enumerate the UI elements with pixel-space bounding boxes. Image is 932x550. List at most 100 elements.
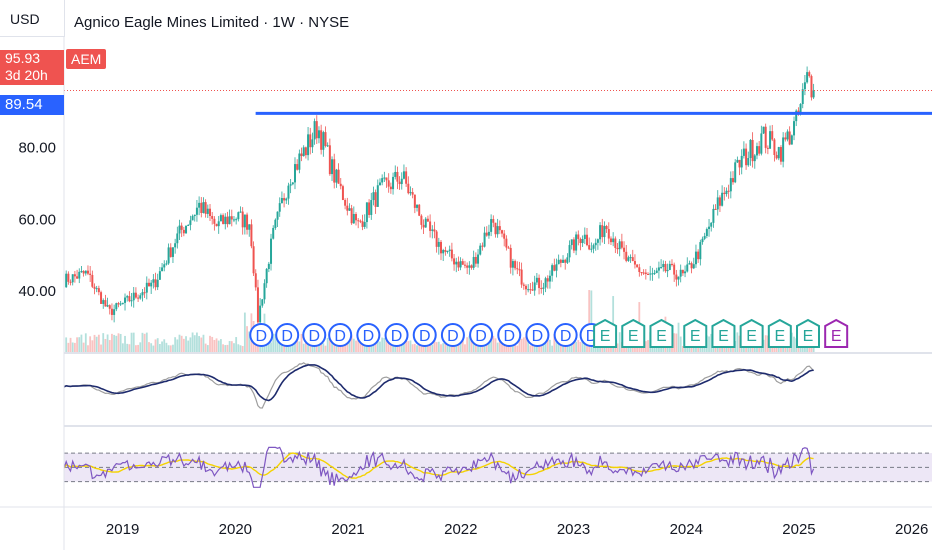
candle-body	[647, 274, 650, 276]
volume-bar	[660, 344, 662, 352]
dividend-circle	[525, 323, 550, 347]
candle-body	[65, 273, 68, 288]
dividend-marker[interactable]: D	[525, 323, 550, 347]
earnings-marker[interactable]: E	[593, 318, 618, 348]
volume-bar	[348, 338, 351, 352]
candle-body	[492, 219, 495, 223]
volume-bar	[605, 344, 608, 352]
candle-body	[73, 274, 76, 277]
volume-bar	[496, 342, 499, 352]
dividend-circle	[328, 323, 353, 347]
earnings-marker[interactable]: E	[649, 318, 674, 348]
candle-body	[352, 214, 355, 224]
candle-body	[150, 282, 153, 287]
candle-body	[439, 241, 442, 254]
volume-bar	[405, 340, 408, 352]
candle-body	[594, 242, 597, 246]
candle-body	[289, 184, 292, 186]
currency-box[interactable]: USD	[0, 0, 65, 37]
volume-bar	[355, 340, 357, 352]
candle-body	[211, 215, 214, 219]
volume-bar	[119, 333, 122, 352]
volume-bar	[764, 335, 767, 352]
candle-body	[394, 171, 397, 177]
candle-body	[457, 261, 460, 268]
earnings-marker[interactable]: E	[683, 318, 708, 348]
candle-body	[448, 249, 451, 251]
dividend-marker[interactable]: D	[275, 323, 300, 347]
earnings-marker[interactable]: E	[711, 318, 736, 348]
dividend-marker[interactable]: D	[412, 323, 437, 347]
dividend-marker[interactable]: D	[249, 323, 274, 347]
candle-body	[100, 292, 103, 304]
candle-body	[490, 219, 493, 232]
candle-body	[501, 230, 504, 234]
volume-bar	[422, 344, 425, 352]
dividend-marker[interactable]: D	[497, 323, 522, 347]
volume-bar	[481, 345, 484, 352]
candle-body	[402, 171, 405, 179]
earnings-marker[interactable]: E	[796, 318, 820, 348]
earnings-marker-next[interactable]: E	[824, 318, 849, 348]
candle-body	[387, 180, 390, 187]
volume-bar	[618, 332, 621, 352]
earnings-shape	[711, 318, 736, 348]
dividend-marker[interactable]: D	[440, 323, 465, 347]
axes: 40.00 60.00 80.00 2019 2020 2021 2022 2023 2024 2…	[18, 36, 928, 550]
candle-body	[250, 224, 253, 247]
candle-body	[344, 199, 347, 206]
grid	[0, 352, 932, 508]
candle-body	[721, 192, 724, 206]
volume-bar	[239, 345, 242, 352]
volume-bar	[461, 336, 464, 352]
volume-bar	[202, 334, 205, 352]
candle-body	[405, 171, 408, 184]
volume-bar	[169, 345, 172, 352]
volume-bar	[78, 337, 81, 352]
earnings-marker[interactable]: E	[621, 318, 646, 348]
dividend-marker[interactable]: D	[356, 323, 381, 347]
candle-body	[89, 273, 92, 275]
event-letter: E	[803, 328, 814, 345]
bar-countdown-label: 3d 20h	[0, 67, 64, 85]
volume-bar	[206, 345, 209, 352]
dividend-marker[interactable]: D	[302, 323, 327, 347]
candle-body	[784, 137, 787, 140]
earnings-marker[interactable]: E	[739, 318, 764, 348]
candle-body	[350, 208, 353, 224]
candle-body	[725, 190, 728, 195]
candle-body	[287, 185, 290, 199]
dividend-marker[interactable]: D	[469, 323, 494, 347]
volume-bar	[577, 340, 580, 352]
volume-bar	[518, 335, 521, 352]
candle-body	[252, 246, 255, 274]
volume-bar	[681, 345, 684, 352]
candle-body	[690, 263, 693, 269]
candle-body	[322, 132, 325, 150]
candle-body	[625, 251, 628, 261]
candlesticks	[65, 66, 815, 330]
event-letter: D	[334, 328, 346, 345]
candle-body	[411, 192, 414, 195]
event-letter: D	[560, 328, 572, 345]
candle-body	[67, 273, 70, 282]
volume-bar	[525, 336, 527, 352]
volume-bar	[394, 344, 397, 352]
candle-body	[455, 261, 458, 265]
dividend-marker[interactable]: D	[328, 323, 353, 347]
earnings-marker[interactable]: E	[767, 318, 792, 348]
candle-body	[302, 147, 305, 157]
event-letter: D	[391, 328, 403, 345]
candle-body	[755, 146, 758, 156]
dividend-marker[interactable]: D	[384, 323, 409, 347]
volume-bar	[217, 340, 220, 352]
candle-body	[335, 169, 338, 183]
candle-body	[437, 241, 440, 247]
candle-body	[703, 236, 706, 239]
volume-bar	[222, 344, 224, 352]
volume-bar	[226, 344, 229, 352]
candle-body	[224, 216, 227, 225]
dividend-marker[interactable]: D	[553, 323, 578, 347]
